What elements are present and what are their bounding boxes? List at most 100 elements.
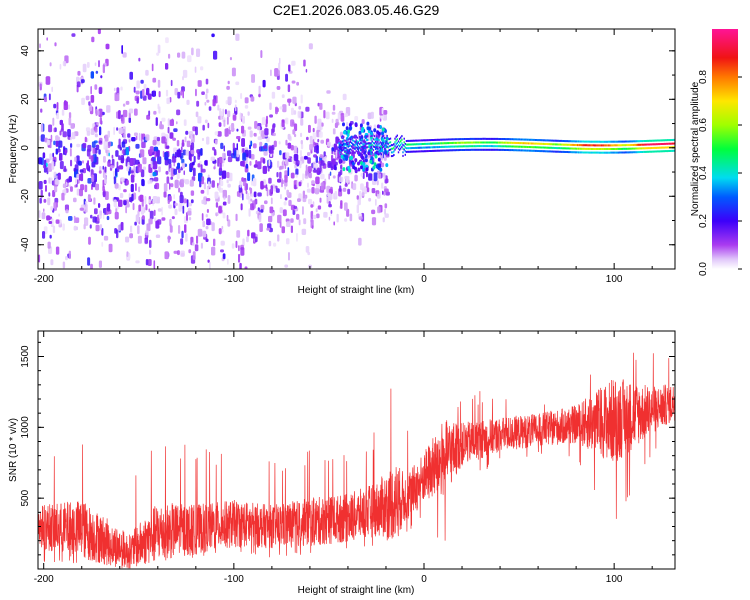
spectrogram-cell — [474, 141, 476, 144]
spectrogram-cell — [624, 140, 627, 143]
spectrogram-cell — [116, 92, 120, 101]
spectrogram-cell — [64, 204, 69, 211]
spectrogram-cell — [527, 149, 530, 152]
spectrogram-cell — [282, 159, 285, 167]
spectrogram-cell — [288, 252, 290, 261]
spectrogram-cell — [164, 138, 167, 143]
spectrogram-cell — [180, 270, 183, 277]
spectrogram-cell — [587, 140, 589, 143]
spectrogram-cell — [463, 149, 466, 151]
spectrogram-cell — [328, 201, 331, 207]
spectrogram-cell — [592, 148, 595, 150]
spectrogram-cell — [648, 150, 651, 153]
spectrogram-cell — [631, 144, 633, 146]
spectrogram-cell — [387, 150, 389, 153]
spectrogram-cell — [99, 117, 102, 125]
spectrogram-cell — [261, 117, 266, 125]
spectrogram-cell — [104, 166, 107, 173]
spectrogram-cell — [307, 152, 311, 156]
spectrogram-cell — [529, 149, 531, 152]
spectrogram-cell — [381, 146, 384, 149]
spectrogram-cell — [170, 219, 173, 224]
spectrogram-cell — [158, 166, 161, 173]
spectrogram-cell — [394, 148, 396, 151]
spectrogram-cell — [517, 138, 519, 141]
spectrogram-cell — [376, 130, 380, 135]
spectrogram-cell — [143, 207, 146, 213]
spectrogram-cell — [461, 149, 464, 151]
spectrogram-cell — [661, 143, 663, 145]
spectrogram-cell — [584, 144, 587, 147]
spectrogram-cell — [153, 110, 157, 115]
spectrogram-cell — [153, 146, 159, 152]
spectrogram-cell — [163, 191, 167, 198]
spectrogram-cell — [519, 149, 522, 152]
spectrogram-cell — [250, 96, 255, 102]
spectrogram-cell — [640, 143, 643, 146]
spectrogram-cell — [384, 213, 389, 218]
spectrogram-cell — [562, 140, 564, 142]
spectrogram-cell — [461, 138, 464, 141]
spectrogram-cell — [106, 215, 110, 221]
spectrogram-cell — [603, 140, 605, 143]
spectrogram-cell — [69, 136, 72, 141]
spectrogram-cell — [81, 97, 85, 105]
spectrogram-cell — [195, 111, 199, 118]
spectrogram-cell — [473, 141, 475, 144]
spectrogram-cell — [506, 141, 508, 144]
spectrogram-cell — [513, 149, 515, 152]
spectrogram-cell — [292, 96, 297, 104]
spectrogram-cell — [206, 88, 209, 94]
spectrogram-cell — [665, 150, 668, 153]
spectrogram-cell — [398, 145, 401, 148]
spectrogram-cell — [136, 80, 140, 89]
spectrogram-cell — [623, 147, 626, 150]
spectrogram-cell — [567, 151, 570, 154]
spectrogram-cell — [131, 137, 136, 142]
spectrogram-cell — [546, 146, 548, 149]
spectrogram-cell — [591, 148, 594, 150]
spectrogram-cell — [591, 151, 594, 154]
spectrogram-cell — [102, 212, 105, 220]
spectrogram-cell — [477, 145, 479, 148]
spectrogram-cell — [352, 143, 354, 146]
spectrogram-cell — [155, 117, 158, 126]
spectrogram-cell — [38, 254, 41, 263]
spectrogram-cell — [91, 36, 95, 43]
spectrogram-cell — [534, 142, 537, 145]
spectrogram-cell — [644, 150, 646, 153]
spectrogram-cell — [152, 171, 157, 177]
spectrogram-cell — [224, 128, 229, 137]
spectrogram-cell — [598, 140, 600, 143]
spectrogram-cell — [45, 76, 51, 85]
spectrogram-cell — [597, 148, 599, 150]
spectrogram-cell — [546, 143, 548, 145]
spectrogram-cell — [540, 150, 542, 153]
spectrogram-cell — [226, 214, 229, 222]
spectrogram-cell — [508, 149, 510, 152]
spectrogram-cell — [333, 143, 337, 152]
spectrogram-cell — [489, 141, 491, 144]
spectrogram-cell — [440, 142, 442, 145]
spectrogram-cell — [128, 117, 131, 123]
spectrogram-cell — [421, 139, 424, 142]
spectrogram-cell — [581, 140, 583, 143]
spectrogram-cell — [339, 144, 341, 146]
spectrogram-cell — [483, 137, 485, 140]
spectrogram-cell — [594, 151, 596, 154]
spectrogram-cell — [202, 220, 206, 228]
spectrogram-cell — [572, 151, 574, 154]
spectrogram-cell — [90, 71, 94, 79]
spectrogram-cell — [610, 148, 612, 150]
spectrogram-cell — [558, 147, 560, 150]
spectrogram-cell — [58, 145, 60, 150]
spectrogram-cell — [630, 144, 632, 146]
spectrogram-cell — [213, 238, 216, 247]
spectrogram-cell — [239, 112, 242, 121]
spectrogram-cell — [673, 142, 675, 145]
spectrogram-cell — [430, 150, 433, 152]
spectrogram-cell — [319, 154, 323, 159]
spectrogram-cell — [293, 154, 299, 161]
spectrogram-cell — [649, 147, 652, 150]
spectrogram-cell — [135, 183, 137, 191]
